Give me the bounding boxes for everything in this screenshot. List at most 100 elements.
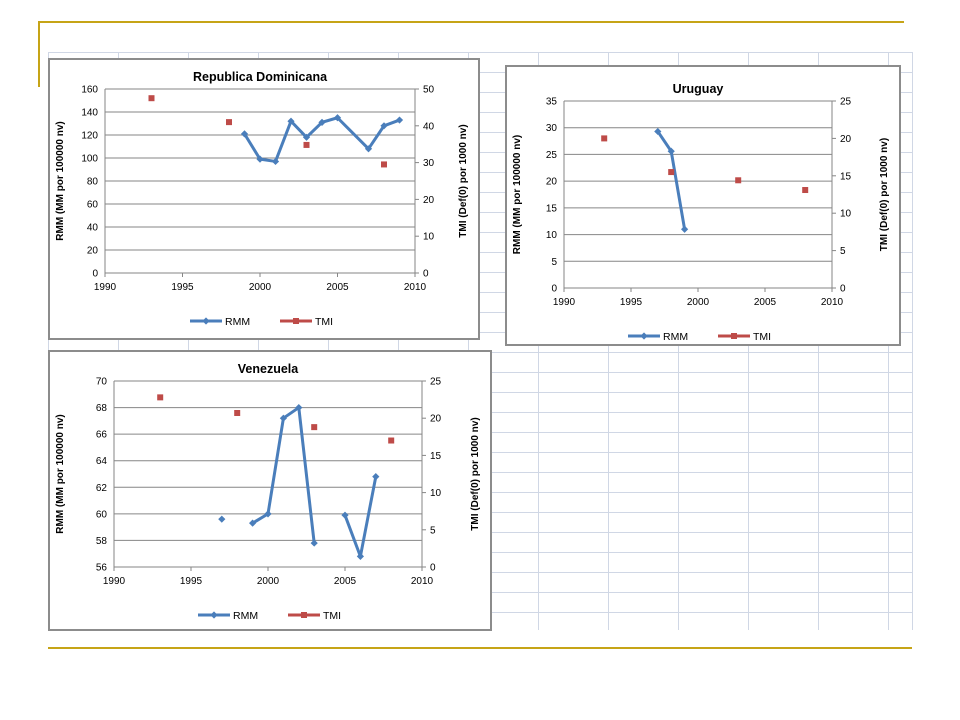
y2-axis-label: TMI (Def(0) por 1000 nv) [470, 417, 481, 530]
y2-tick-label: 20 [430, 414, 442, 425]
series-rmm-point [667, 147, 675, 155]
y2-tick-label: 0 [423, 269, 429, 280]
y-tick-label: 66 [96, 430, 108, 441]
y2-axis-label: TMI (Def(0) por 1000 nv) [458, 124, 469, 237]
y2-axis-label: TMI (Def(0) por 1000 nv) [879, 138, 890, 251]
legend-tmi-marker [731, 333, 737, 339]
y-tick-label: 25 [546, 150, 558, 161]
legend-tmi-label: TMI [753, 331, 771, 343]
y-tick-label: 56 [96, 563, 108, 574]
series-rmm-point [395, 116, 404, 124]
y2-tick-label: 5 [840, 246, 846, 257]
series-tmi-point [668, 169, 675, 176]
bottom-rule [48, 647, 912, 649]
x-tick-label: 2010 [821, 297, 844, 308]
x-tick-label: 1990 [103, 576, 126, 587]
y-tick-label: 0 [551, 284, 557, 295]
x-tick-label: 1995 [180, 576, 203, 587]
series-tmi-point [601, 135, 608, 142]
y2-tick-label: 15 [840, 171, 852, 182]
x-tick-label: 2000 [249, 282, 272, 293]
series-tmi-point [157, 394, 164, 401]
series-rmm-point [271, 157, 280, 166]
legend-tmi-marker [293, 318, 299, 324]
legend-rmm-marker [640, 332, 648, 340]
series-tmi-point [381, 161, 387, 168]
series-tmi-point [802, 187, 809, 194]
y-tick-label: 35 [546, 97, 558, 108]
legend-tmi-label: TMI [323, 610, 341, 622]
y-tick-label: 30 [546, 123, 558, 134]
y-tick-label: 0 [92, 269, 98, 280]
series-tmi-point [311, 424, 318, 431]
y2-tick-label: 15 [430, 451, 442, 462]
series-rmm-point [380, 122, 388, 130]
chart-svg: 56 58 60 62 64 66 68 70 0 5 10 15 20 25 1990 1995 2000 20… [55, 362, 481, 622]
y-tick-label: 80 [87, 177, 99, 188]
chart-title: Republica Dominicana [193, 70, 328, 84]
x-tick-label: 1995 [620, 297, 643, 308]
series-tmi-point [303, 141, 310, 148]
y-axis-label: RMM (MM por 100000 nv) [55, 121, 66, 240]
y2-tick-label: 20 [423, 195, 435, 206]
y2-tick-label: 30 [423, 158, 435, 169]
y-axis-label: RMM (MM por 100000 nv) [512, 135, 523, 254]
series-tmi-point [388, 437, 395, 444]
chart-panel-venezuela[interactable]: 56 58 60 62 64 66 68 70 0 5 10 15 20 25 1990 1995 2000 20… [48, 350, 492, 631]
series-rmm-line [656, 130, 687, 230]
series-rmm-point [302, 133, 311, 141]
series-rmm-point [372, 473, 380, 481]
y-tick-label: 20 [87, 246, 99, 257]
series-rmm-point [333, 114, 342, 122]
y2-tick-label: 0 [430, 563, 436, 574]
y2-tick-label: 10 [840, 209, 852, 220]
chart-panel-uruguay[interactable]: 0 5 10 15 20 25 30 35 0 5 10 15 20 25 1990 1995 2000 2005… [505, 65, 901, 346]
y-tick-label: 100 [81, 154, 98, 165]
y-tick-label: 60 [96, 509, 108, 520]
top-rule [38, 21, 904, 23]
y2-tick-label: 0 [840, 284, 846, 295]
legend-tmi-label: TMI [315, 316, 333, 328]
series-rmm-point [264, 510, 272, 518]
chart-svg: 0 20 40 60 80 100 120 140 160 0 10 20 30 40 50 1990 1995… [55, 70, 469, 328]
series-rmm-point [240, 130, 249, 138]
y-tick-label: 120 [81, 131, 98, 142]
series-rmm-point [287, 117, 295, 125]
y-tick-label: 5 [551, 257, 557, 268]
y-tick-label: 60 [87, 200, 99, 211]
top-left-rule [38, 21, 40, 87]
x-tick-label: 2000 [257, 576, 280, 587]
x-tick-label: 1990 [94, 282, 117, 293]
chart-title: Venezuela [238, 362, 299, 376]
x-tick-label: 2010 [404, 282, 427, 293]
legend-rmm-marker [210, 611, 218, 619]
y2-tick-label: 40 [423, 121, 435, 132]
y2-tick-label: 10 [430, 488, 442, 499]
y2-tick-label: 5 [430, 525, 436, 536]
series-rmm-point [356, 552, 364, 560]
x-tick-label: 1990 [553, 297, 576, 308]
y-tick-label: 62 [96, 483, 108, 494]
y2-tick-label: 20 [840, 134, 852, 145]
series-rmm-point [681, 225, 689, 233]
y-tick-label: 20 [546, 177, 558, 188]
x-tick-label: 2000 [687, 297, 710, 308]
y-tick-label: 10 [546, 230, 558, 241]
legend-tmi-marker [301, 612, 307, 618]
x-tick-label: 2010 [411, 576, 434, 587]
chart-svg: 0 5 10 15 20 25 30 35 0 5 10 15 20 25 1990 1995 2000 2005… [512, 82, 890, 343]
y-tick-label: 140 [81, 108, 98, 119]
series-rmm-line [343, 476, 378, 558]
legend-rmm-label: RMM [225, 316, 250, 328]
x-tick-label: 2005 [754, 297, 777, 308]
x-tick-label: 1995 [171, 282, 194, 293]
series-rmm-point [318, 118, 326, 126]
series-rmm-line [243, 116, 401, 163]
y2-tick-label: 10 [423, 232, 435, 243]
series-rmm-line [251, 406, 316, 544]
x-tick-label: 2005 [326, 282, 349, 293]
y2-tick-label: 25 [430, 377, 442, 388]
chart-panel-republica-dominicana[interactable]: 0 20 40 60 80 100 120 140 160 0 10 20 30 40 50 1990 1995… [48, 58, 480, 340]
y-tick-label: 70 [96, 377, 108, 388]
chart-title: Uruguay [673, 82, 724, 96]
